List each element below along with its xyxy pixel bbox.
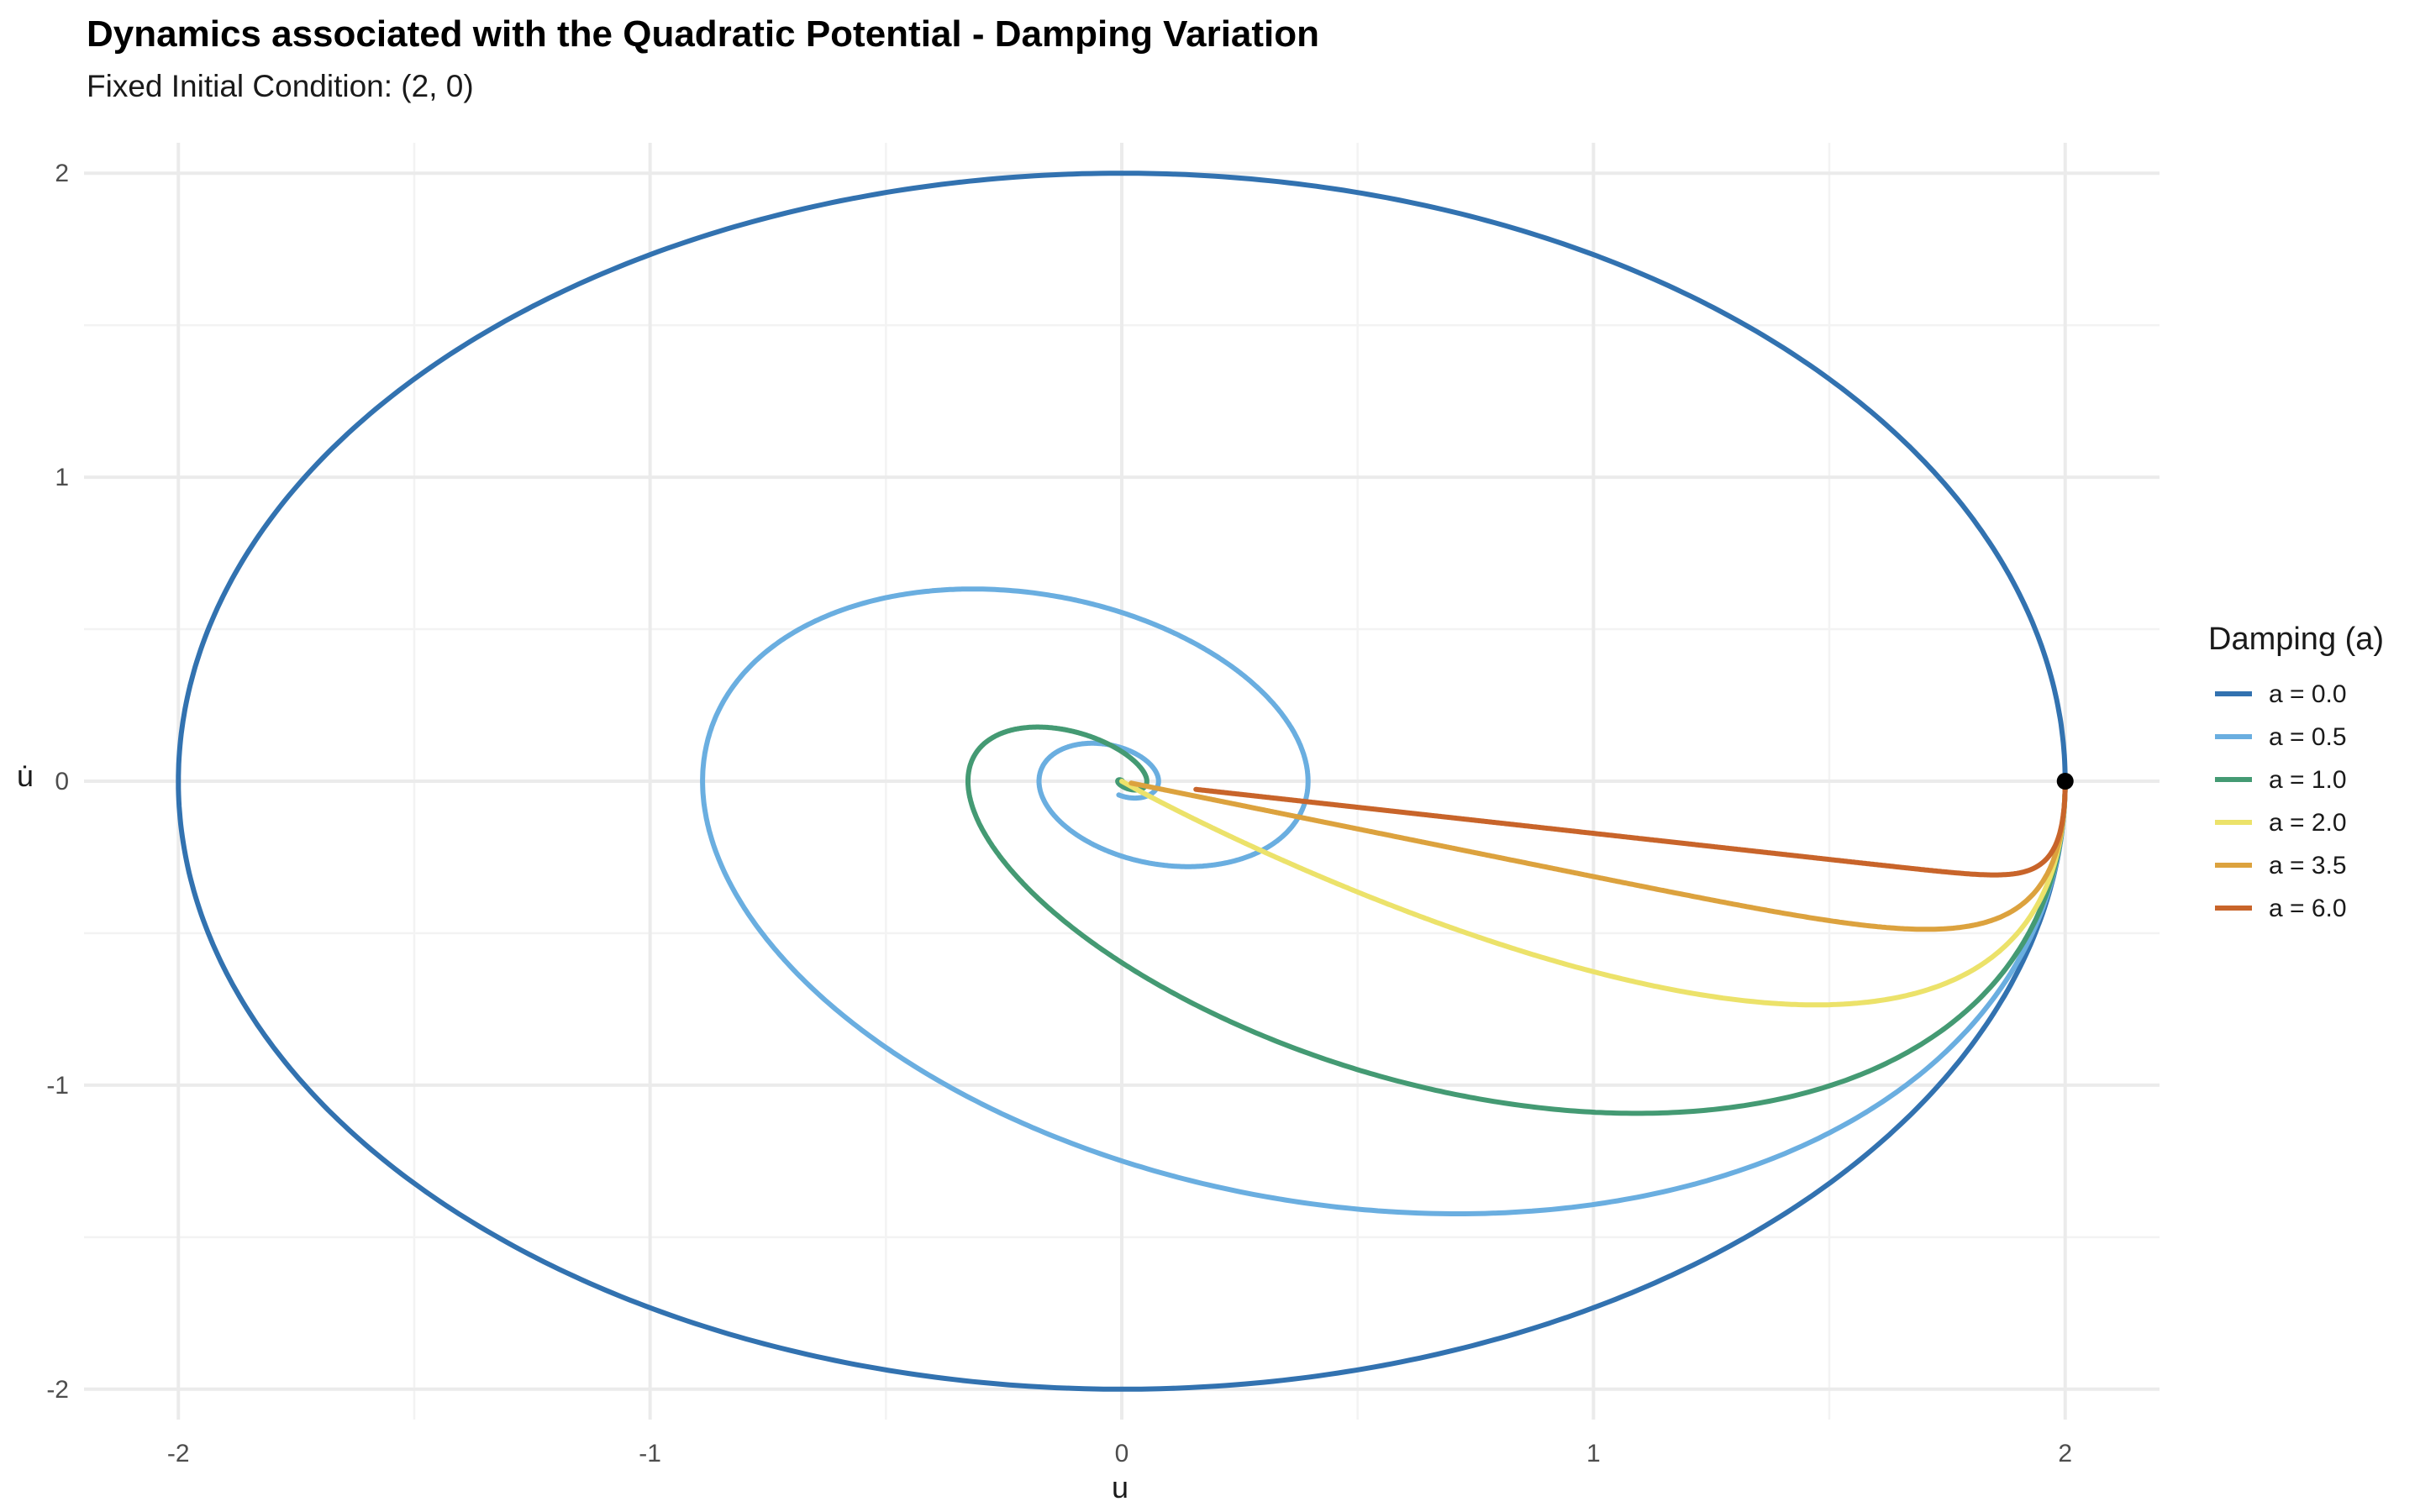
initial-condition-point xyxy=(2056,773,2074,790)
series-line-4 xyxy=(1128,779,2068,932)
x-tick-label: 0 xyxy=(1115,1440,1129,1467)
series-line-0 xyxy=(176,171,2068,1392)
x-axis-title: u xyxy=(1112,1470,1128,1504)
legend-label-4: a = 3.5 xyxy=(2269,852,2347,879)
legend-label-1: a = 0.5 xyxy=(2269,723,2347,751)
legend: Damping (a) a = 0.0 a = 0.5 a = 1.0 a = 2.0… xyxy=(2208,622,2384,922)
legend-label-0: a = 0.0 xyxy=(2269,680,2347,708)
series-lines xyxy=(176,171,2068,1392)
y-tick-label: 1 xyxy=(55,464,69,491)
y-tick-label: 2 xyxy=(55,160,69,187)
series-line-2 xyxy=(965,724,2068,1116)
axis-ticks: -2 -1 0 1 2 -2 -1 0 1 2 xyxy=(46,160,2072,1467)
series-line-1 xyxy=(700,586,2068,1216)
legend-items: a = 0.0 a = 0.5 a = 1.0 a = 2.0 a = 3.5 a = 6… xyxy=(2215,680,2347,922)
legend-label-5: a = 6.0 xyxy=(2269,895,2347,922)
initial-condition-marker xyxy=(2056,773,2074,790)
x-tick-label: 1 xyxy=(1586,1440,1601,1467)
y-tick-label: -1 xyxy=(46,1072,69,1100)
y-tick-label: 0 xyxy=(55,768,69,795)
y-axis-title: u̇ xyxy=(17,759,34,793)
legend-title: Damping (a) xyxy=(2208,622,2384,657)
x-tick-label: -2 xyxy=(167,1440,190,1467)
x-tick-label: -1 xyxy=(639,1440,661,1467)
legend-label-2: a = 1.0 xyxy=(2269,766,2347,794)
y-tick-label: -2 xyxy=(46,1376,69,1404)
series-line-5 xyxy=(1193,779,2068,878)
series-line-3 xyxy=(1119,779,2068,1008)
legend-label-3: a = 2.0 xyxy=(2269,809,2347,837)
chart-subtitle: Fixed Initial Condition: (2, 0) xyxy=(87,69,474,103)
x-tick-label: 2 xyxy=(2058,1440,2072,1467)
chart-title: Dynamics associated with the Quadratic P… xyxy=(87,13,1319,55)
